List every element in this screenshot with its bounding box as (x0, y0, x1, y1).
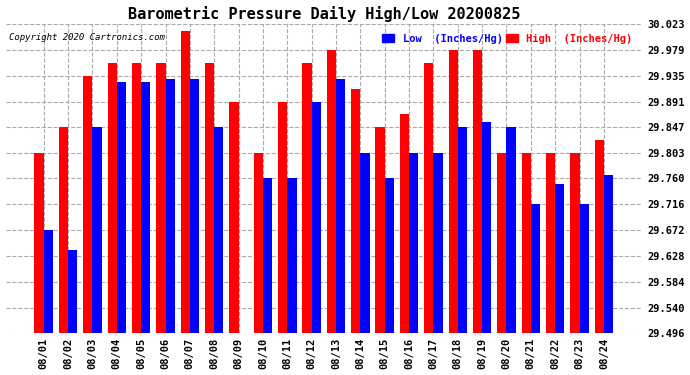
Bar (360, 153, 370, 333)
Bar (83, 76, 92, 333)
Bar (531, 204, 540, 333)
Bar (555, 184, 564, 333)
Bar (571, 153, 580, 333)
Bar (190, 79, 199, 333)
Bar (457, 128, 467, 333)
Bar (400, 114, 409, 333)
Bar (278, 102, 287, 333)
Bar (312, 102, 321, 333)
Bar (132, 63, 141, 333)
Bar (108, 63, 117, 333)
Bar (595, 140, 604, 333)
Bar (43, 230, 53, 333)
Bar (166, 79, 175, 333)
Text: Copyright 2020 Cartronics.com: Copyright 2020 Cartronics.com (9, 33, 165, 42)
Bar (287, 178, 297, 333)
Bar (336, 79, 345, 333)
Bar (580, 204, 589, 333)
Bar (604, 176, 613, 333)
Bar (506, 128, 515, 333)
Bar (522, 153, 531, 333)
Bar (92, 128, 101, 333)
Bar (59, 128, 68, 333)
Bar (205, 63, 214, 333)
Bar (473, 50, 482, 333)
Bar (409, 153, 418, 333)
Bar (302, 63, 312, 333)
Bar (546, 153, 555, 333)
Bar (254, 153, 263, 333)
Bar (263, 178, 272, 333)
Bar (448, 50, 457, 333)
Title: Barometric Pressure Daily High/Low 20200825: Barometric Pressure Daily High/Low 20200… (128, 6, 520, 21)
Bar (482, 122, 491, 333)
Bar (117, 82, 126, 333)
Legend: Low  (Inches/Hg), High  (Inches/Hg): Low (Inches/Hg), High (Inches/Hg) (377, 29, 637, 48)
Bar (68, 250, 77, 333)
Bar (181, 31, 190, 333)
Bar (375, 128, 385, 333)
Bar (156, 63, 166, 333)
Bar (424, 63, 433, 333)
Bar (141, 82, 150, 333)
Bar (34, 153, 43, 333)
Bar (497, 153, 506, 333)
Bar (327, 50, 336, 333)
Bar (433, 153, 443, 333)
Bar (351, 88, 360, 333)
Bar (229, 102, 239, 333)
Bar (214, 128, 224, 333)
Bar (385, 178, 394, 333)
